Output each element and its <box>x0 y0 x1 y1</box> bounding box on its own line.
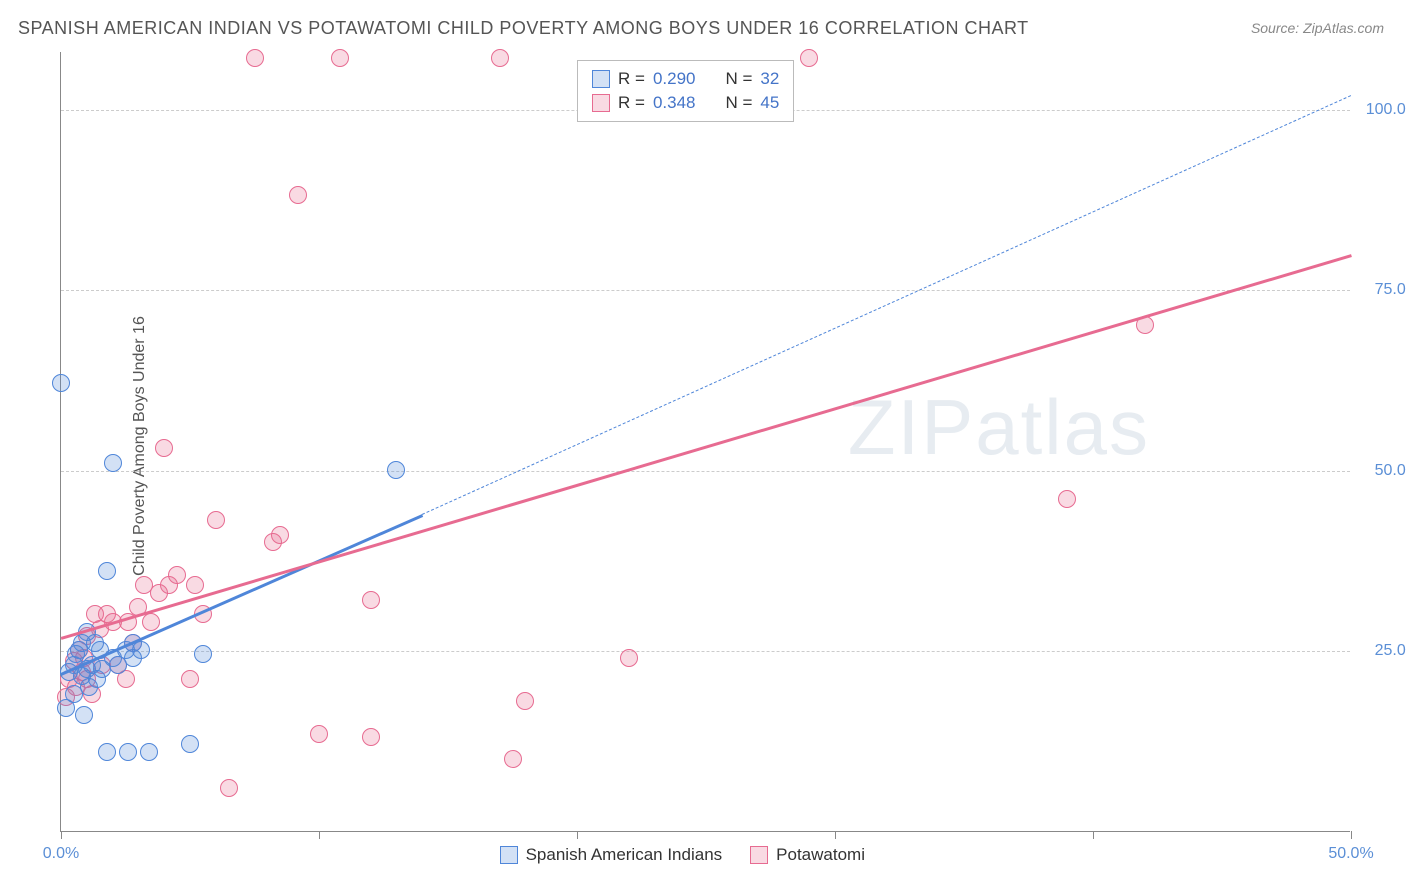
legend-item: Potawatomi <box>750 845 865 865</box>
data-point <box>289 186 307 204</box>
data-point <box>155 439 173 457</box>
data-point <box>362 728 380 746</box>
data-point <box>186 576 204 594</box>
stats-row: R = 0.348 N = 45 <box>592 91 779 115</box>
legend-item: Spanish American Indians <box>500 845 723 865</box>
data-point <box>194 645 212 663</box>
gridline <box>61 651 1350 652</box>
data-point <box>140 743 158 761</box>
data-point <box>516 692 534 710</box>
data-point <box>181 735 199 753</box>
data-point <box>98 743 116 761</box>
data-point <box>1058 490 1076 508</box>
trend-line-dash <box>422 95 1351 515</box>
data-point <box>98 562 116 580</box>
data-point <box>104 454 122 472</box>
stats-row: R = 0.290 N = 32 <box>592 67 779 91</box>
stats-n-label: N = <box>725 69 752 89</box>
x-tick <box>319 831 320 839</box>
stats-r-value: 0.290 <box>653 69 696 89</box>
stats-r-label: R = <box>618 69 645 89</box>
stats-box: R = 0.290 N = 32 R = 0.348 N = 45 <box>577 60 794 122</box>
stats-r-value: 0.348 <box>653 93 696 113</box>
data-point <box>271 526 289 544</box>
data-point <box>207 511 225 529</box>
data-point <box>800 49 818 67</box>
y-tick-label: 25.0% <box>1375 642 1406 660</box>
data-point <box>168 566 186 584</box>
data-point <box>52 374 70 392</box>
y-tick-label: 100.0% <box>1366 101 1406 119</box>
x-tick-label: 0.0% <box>43 845 79 863</box>
data-point <box>362 591 380 609</box>
x-tick-label: 50.0% <box>1328 845 1373 863</box>
data-point <box>387 461 405 479</box>
legend-label: Spanish American Indians <box>526 845 723 865</box>
data-point <box>620 649 638 667</box>
data-point <box>246 49 264 67</box>
stats-n-value: 45 <box>760 93 779 113</box>
source-label: Source: ZipAtlas.com <box>1251 20 1384 36</box>
x-tick <box>61 831 62 839</box>
gridline <box>61 290 1350 291</box>
data-point <box>119 743 137 761</box>
data-point <box>132 641 150 659</box>
watermark: ZIPatlas <box>848 382 1150 473</box>
y-tick-label: 50.0% <box>1375 462 1406 480</box>
x-tick <box>1093 831 1094 839</box>
chart-title: SPANISH AMERICAN INDIAN VS POTAWATOMI CH… <box>18 18 1029 39</box>
x-tick <box>1351 831 1352 839</box>
data-point <box>181 670 199 688</box>
data-point <box>310 725 328 743</box>
data-point <box>504 750 522 768</box>
gridline <box>61 471 1350 472</box>
y-tick-label: 75.0% <box>1375 281 1406 299</box>
legend: Spanish American Indians Potawatomi <box>500 845 865 865</box>
data-point <box>331 49 349 67</box>
data-point <box>75 706 93 724</box>
x-tick <box>577 831 578 839</box>
data-point <box>142 613 160 631</box>
data-point <box>491 49 509 67</box>
data-point <box>220 779 238 797</box>
legend-swatch <box>500 846 518 864</box>
x-tick <box>835 831 836 839</box>
plot-area: ZIPatlas 25.0%50.0%75.0%100.0%0.0%50.0%R… <box>60 52 1350 832</box>
legend-swatch <box>592 70 610 88</box>
legend-swatch <box>592 94 610 112</box>
stats-r-label: R = <box>618 93 645 113</box>
stats-n-value: 32 <box>760 69 779 89</box>
stats-n-label: N = <box>725 93 752 113</box>
trend-line <box>61 254 1352 639</box>
legend-label: Potawatomi <box>776 845 865 865</box>
legend-swatch <box>750 846 768 864</box>
